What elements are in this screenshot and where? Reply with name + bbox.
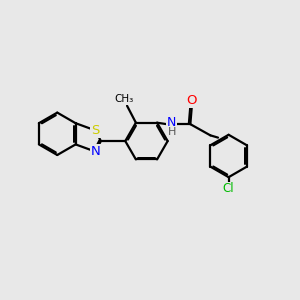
Text: CH₃: CH₃ — [115, 94, 134, 104]
Text: H: H — [168, 128, 176, 137]
Text: Cl: Cl — [223, 182, 234, 195]
Text: O: O — [187, 94, 197, 106]
Text: S: S — [91, 124, 100, 137]
Text: N: N — [91, 145, 100, 158]
Text: N: N — [167, 116, 176, 129]
